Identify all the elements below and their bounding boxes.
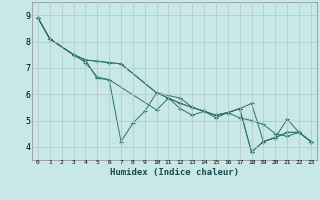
- X-axis label: Humidex (Indice chaleur): Humidex (Indice chaleur): [110, 168, 239, 177]
